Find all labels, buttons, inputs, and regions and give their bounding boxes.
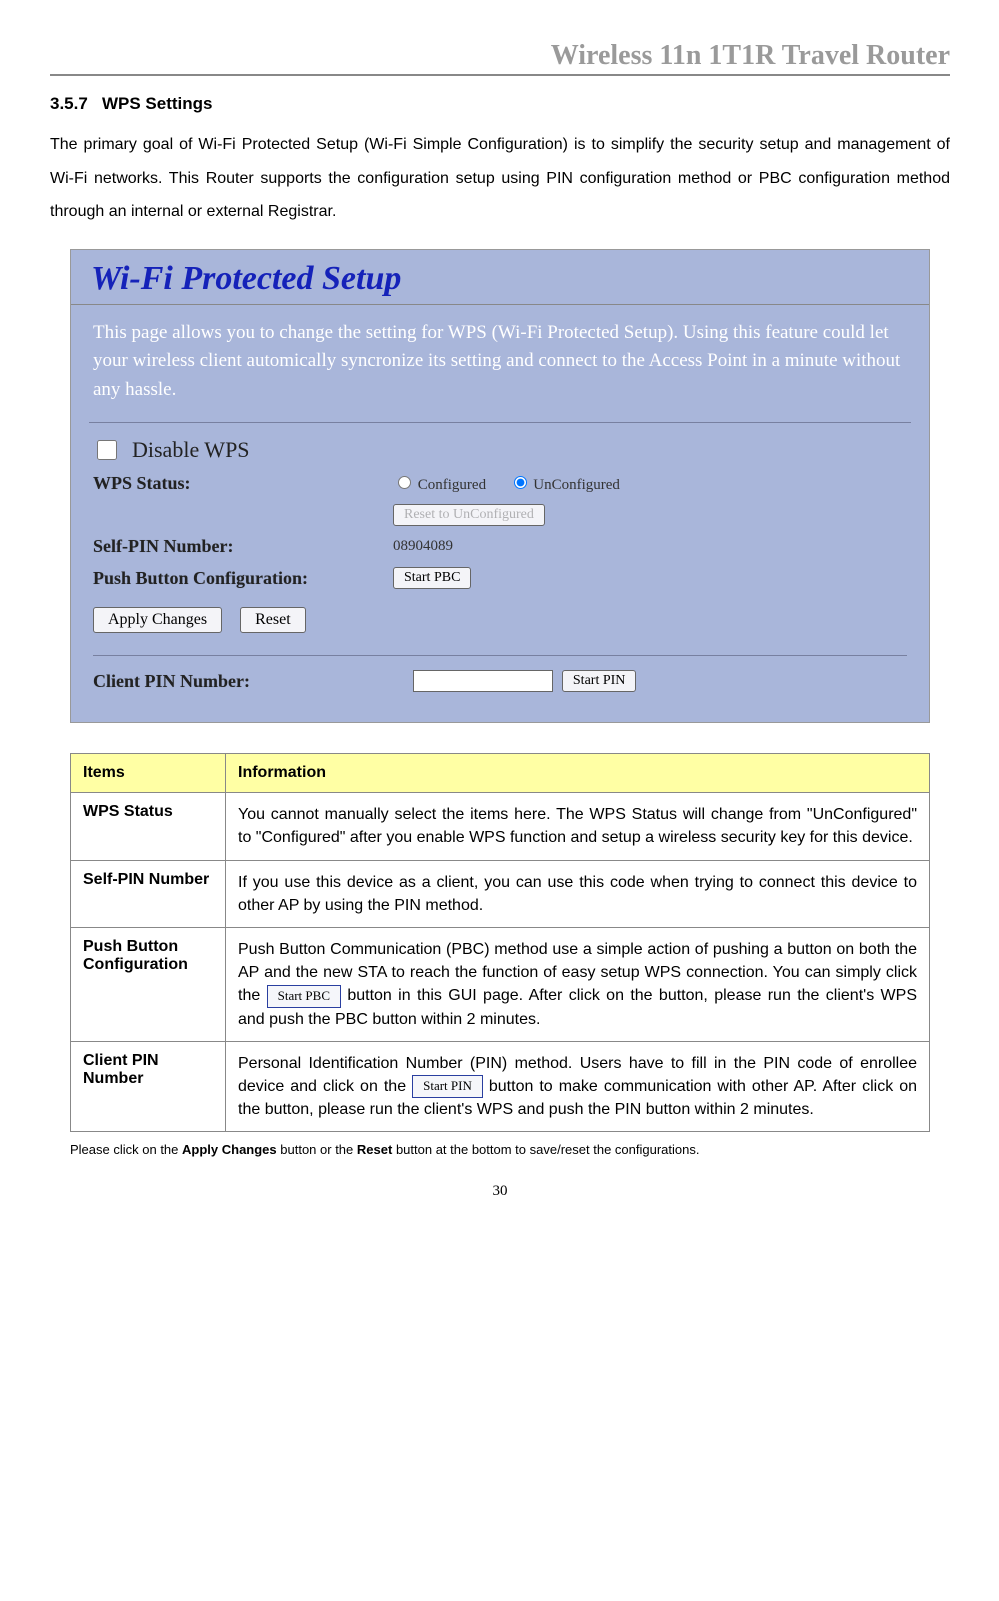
configured-option[interactable]: Configured — [393, 477, 486, 493]
info-cell: You cannot manually select the items her… — [226, 793, 930, 860]
info-cell: Personal Identification Number (PIN) met… — [226, 1041, 930, 1132]
footnote-text: Please click on the — [70, 1142, 182, 1157]
footnote-text: button at the bottom to save/reset the c… — [396, 1142, 700, 1157]
disable-wps-checkbox[interactable] — [97, 440, 117, 460]
footnote: Please click on the Apply Changes button… — [70, 1142, 930, 1157]
footnote-text: button or the — [280, 1142, 357, 1157]
wps-status-radios: Configured UnConfigured — [393, 473, 638, 494]
apply-changes-button[interactable]: Apply Changes — [93, 607, 222, 633]
unconfigured-label: UnConfigured — [533, 477, 620, 493]
configured-label: Configured — [418, 477, 486, 493]
page-header: Wireless 11n 1T1R Travel Router — [50, 40, 950, 76]
self-pin-row: Self-PIN Number: 08904089 — [93, 536, 907, 557]
info-cell: If you use this device as a client, you … — [226, 860, 930, 927]
wps-status-label: WPS Status: — [93, 473, 393, 494]
table-row: Self-PIN Number If you use this device a… — [71, 860, 930, 927]
inline-start-pin-button: Start PIN — [412, 1075, 483, 1098]
reset-to-unconfigured-button[interactable]: Reset to UnConfigured — [393, 504, 545, 526]
start-pbc-button[interactable]: Start PBC — [393, 567, 471, 589]
section-number: 3.5.7 — [50, 94, 88, 113]
section-title: WPS Settings — [102, 94, 213, 113]
wps-panel: Wi-Fi Protected Setup This page allows y… — [70, 249, 930, 724]
wps-status-row: WPS Status: Configured UnConfigured — [93, 473, 907, 494]
self-pin-value: 08904089 — [393, 538, 453, 555]
table-row: Client PIN Number Personal Identificatio… — [71, 1041, 930, 1132]
client-pin-row: Client PIN Number: Start PIN — [93, 670, 907, 692]
self-pin-label: Self-PIN Number: — [93, 536, 393, 557]
table-row: Push Button Configuration Push Button Co… — [71, 928, 930, 1042]
divider — [93, 655, 907, 656]
unconfigured-option[interactable]: UnConfigured — [509, 477, 620, 493]
client-pin-label: Client PIN Number: — [93, 671, 413, 692]
info-table: Items Information WPS Status You cannot … — [70, 753, 930, 1132]
item-cell: Self-PIN Number — [71, 860, 226, 927]
pbc-row: Push Button Configuration: Start PBC — [93, 567, 907, 589]
unconfigured-radio[interactable] — [514, 476, 527, 489]
header-items: Items — [71, 754, 226, 793]
reset-unconf-row: Reset to UnConfigured — [93, 504, 907, 526]
item-cell: Push Button Configuration — [71, 928, 226, 1042]
action-button-row: Apply Changes Reset — [93, 607, 907, 633]
wps-panel-title: Wi-Fi Protected Setup — [71, 250, 929, 305]
pbc-label: Push Button Configuration: — [93, 568, 393, 589]
wps-panel-description: This page allows you to change the setti… — [71, 305, 929, 423]
reset-button[interactable]: Reset — [240, 607, 306, 633]
page-number: 30 — [50, 1183, 950, 1200]
item-cell: Client PIN Number — [71, 1041, 226, 1132]
disable-wps-row: Disable WPS — [93, 437, 907, 463]
table-header-row: Items Information — [71, 754, 930, 793]
header-information: Information — [226, 754, 930, 793]
disable-wps-label: Disable WPS — [132, 437, 250, 463]
section-heading: 3.5.7 WPS Settings — [50, 94, 950, 114]
section-intro: The primary goal of Wi-Fi Protected Setu… — [50, 128, 950, 229]
footnote-reset: Reset — [357, 1142, 392, 1157]
item-cell: WPS Status — [71, 793, 226, 860]
footnote-apply: Apply Changes — [182, 1142, 277, 1157]
configured-radio[interactable] — [398, 476, 411, 489]
start-pin-button[interactable]: Start PIN — [562, 670, 637, 692]
info-cell: Push Button Communication (PBC) method u… — [226, 928, 930, 1042]
inline-start-pbc-button: Start PBC — [267, 985, 341, 1008]
client-pin-input[interactable] — [413, 670, 553, 692]
table-row: WPS Status You cannot manually select th… — [71, 793, 930, 860]
